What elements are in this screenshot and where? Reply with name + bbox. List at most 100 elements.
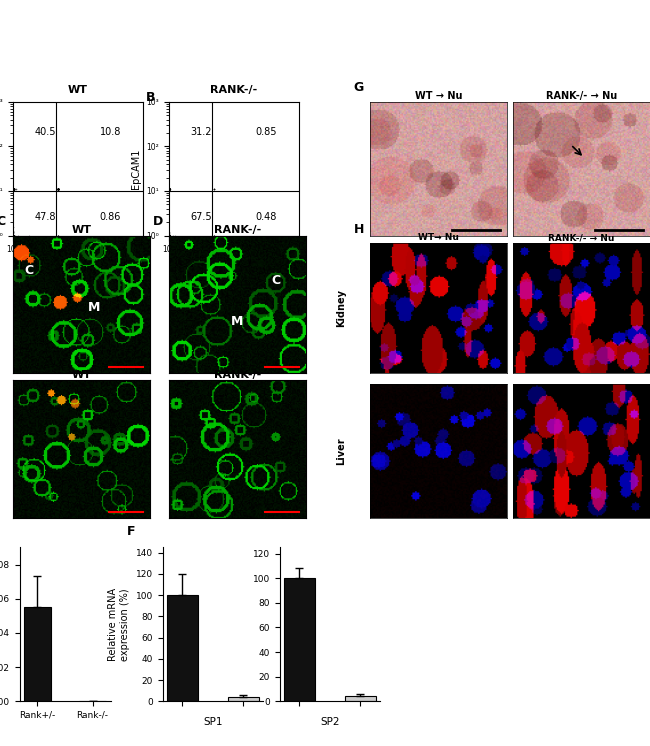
Point <box>8 184 18 195</box>
Point <box>8 184 18 195</box>
Point <box>8 230 18 242</box>
Point <box>164 230 174 242</box>
Point <box>53 184 63 195</box>
Point <box>164 184 174 195</box>
Point <box>164 230 174 242</box>
Point <box>164 230 174 242</box>
Text: C: C <box>272 274 281 286</box>
Point <box>164 230 174 242</box>
Point <box>164 230 174 242</box>
Point <box>164 184 174 195</box>
Point <box>8 230 18 242</box>
Point <box>8 230 18 242</box>
Point <box>8 184 18 195</box>
Point <box>8 230 18 242</box>
Point <box>164 230 174 242</box>
Point <box>8 230 18 242</box>
Title: RANK-/- → Nu: RANK-/- → Nu <box>549 233 615 242</box>
Point <box>8 184 18 195</box>
Point <box>8 230 18 242</box>
Point <box>164 230 174 242</box>
Bar <box>228 697 259 701</box>
Point <box>8 230 18 242</box>
Point <box>8 230 18 242</box>
Point <box>164 184 174 195</box>
Point <box>8 184 18 195</box>
Point <box>8 230 18 242</box>
Point <box>164 184 174 195</box>
Point <box>164 230 174 242</box>
Point <box>164 230 174 242</box>
Point <box>8 184 18 195</box>
Point <box>8 230 18 242</box>
Point <box>8 230 18 242</box>
Point <box>53 184 63 195</box>
Point <box>164 230 174 242</box>
Point <box>8 184 18 195</box>
Point <box>164 184 174 195</box>
Point <box>164 184 174 195</box>
Point <box>164 230 174 242</box>
Point <box>164 230 174 242</box>
Point <box>164 230 174 242</box>
Point <box>164 230 174 242</box>
Point <box>164 230 174 242</box>
Point <box>53 184 63 195</box>
Point <box>164 230 174 242</box>
Point <box>8 230 18 242</box>
Point <box>164 184 174 195</box>
Point <box>165 184 176 195</box>
Point <box>164 230 174 242</box>
Point <box>168 230 178 242</box>
Point <box>164 230 174 242</box>
Point <box>8 230 18 242</box>
Point <box>164 230 174 242</box>
Point <box>164 230 174 242</box>
Point <box>8 230 18 242</box>
Point <box>8 184 18 195</box>
Point <box>8 230 18 242</box>
Point <box>8 230 18 242</box>
Point <box>164 230 174 242</box>
Point <box>53 184 63 195</box>
Point <box>164 230 174 242</box>
Text: 0.48: 0.48 <box>256 212 277 222</box>
Point <box>164 230 174 242</box>
Bar <box>167 595 198 701</box>
Point <box>8 230 18 242</box>
Point <box>164 230 174 242</box>
Point <box>164 184 174 195</box>
Point <box>8 230 18 242</box>
Point <box>164 230 174 242</box>
Point <box>164 184 174 195</box>
Point <box>8 230 18 242</box>
Point <box>8 184 18 195</box>
Point <box>164 184 174 195</box>
Point <box>53 184 63 195</box>
Point <box>8 184 18 195</box>
Point <box>164 230 174 242</box>
Point <box>164 230 174 242</box>
Point <box>164 184 174 195</box>
Point <box>8 230 18 242</box>
Point <box>8 230 18 242</box>
Point <box>164 230 174 242</box>
Point <box>8 230 18 242</box>
Point <box>164 230 174 242</box>
Point <box>8 230 18 242</box>
Point <box>8 230 18 242</box>
Point <box>53 184 63 195</box>
Point <box>8 184 18 195</box>
Point <box>8 184 18 195</box>
Point <box>164 230 174 242</box>
Point <box>164 230 174 242</box>
Point <box>164 230 174 242</box>
Point <box>164 230 174 242</box>
Text: C: C <box>24 264 33 277</box>
Point <box>8 230 18 242</box>
Point <box>53 184 63 195</box>
Point <box>164 184 174 195</box>
Point <box>8 184 18 195</box>
Point <box>8 230 18 242</box>
Point <box>8 230 18 242</box>
